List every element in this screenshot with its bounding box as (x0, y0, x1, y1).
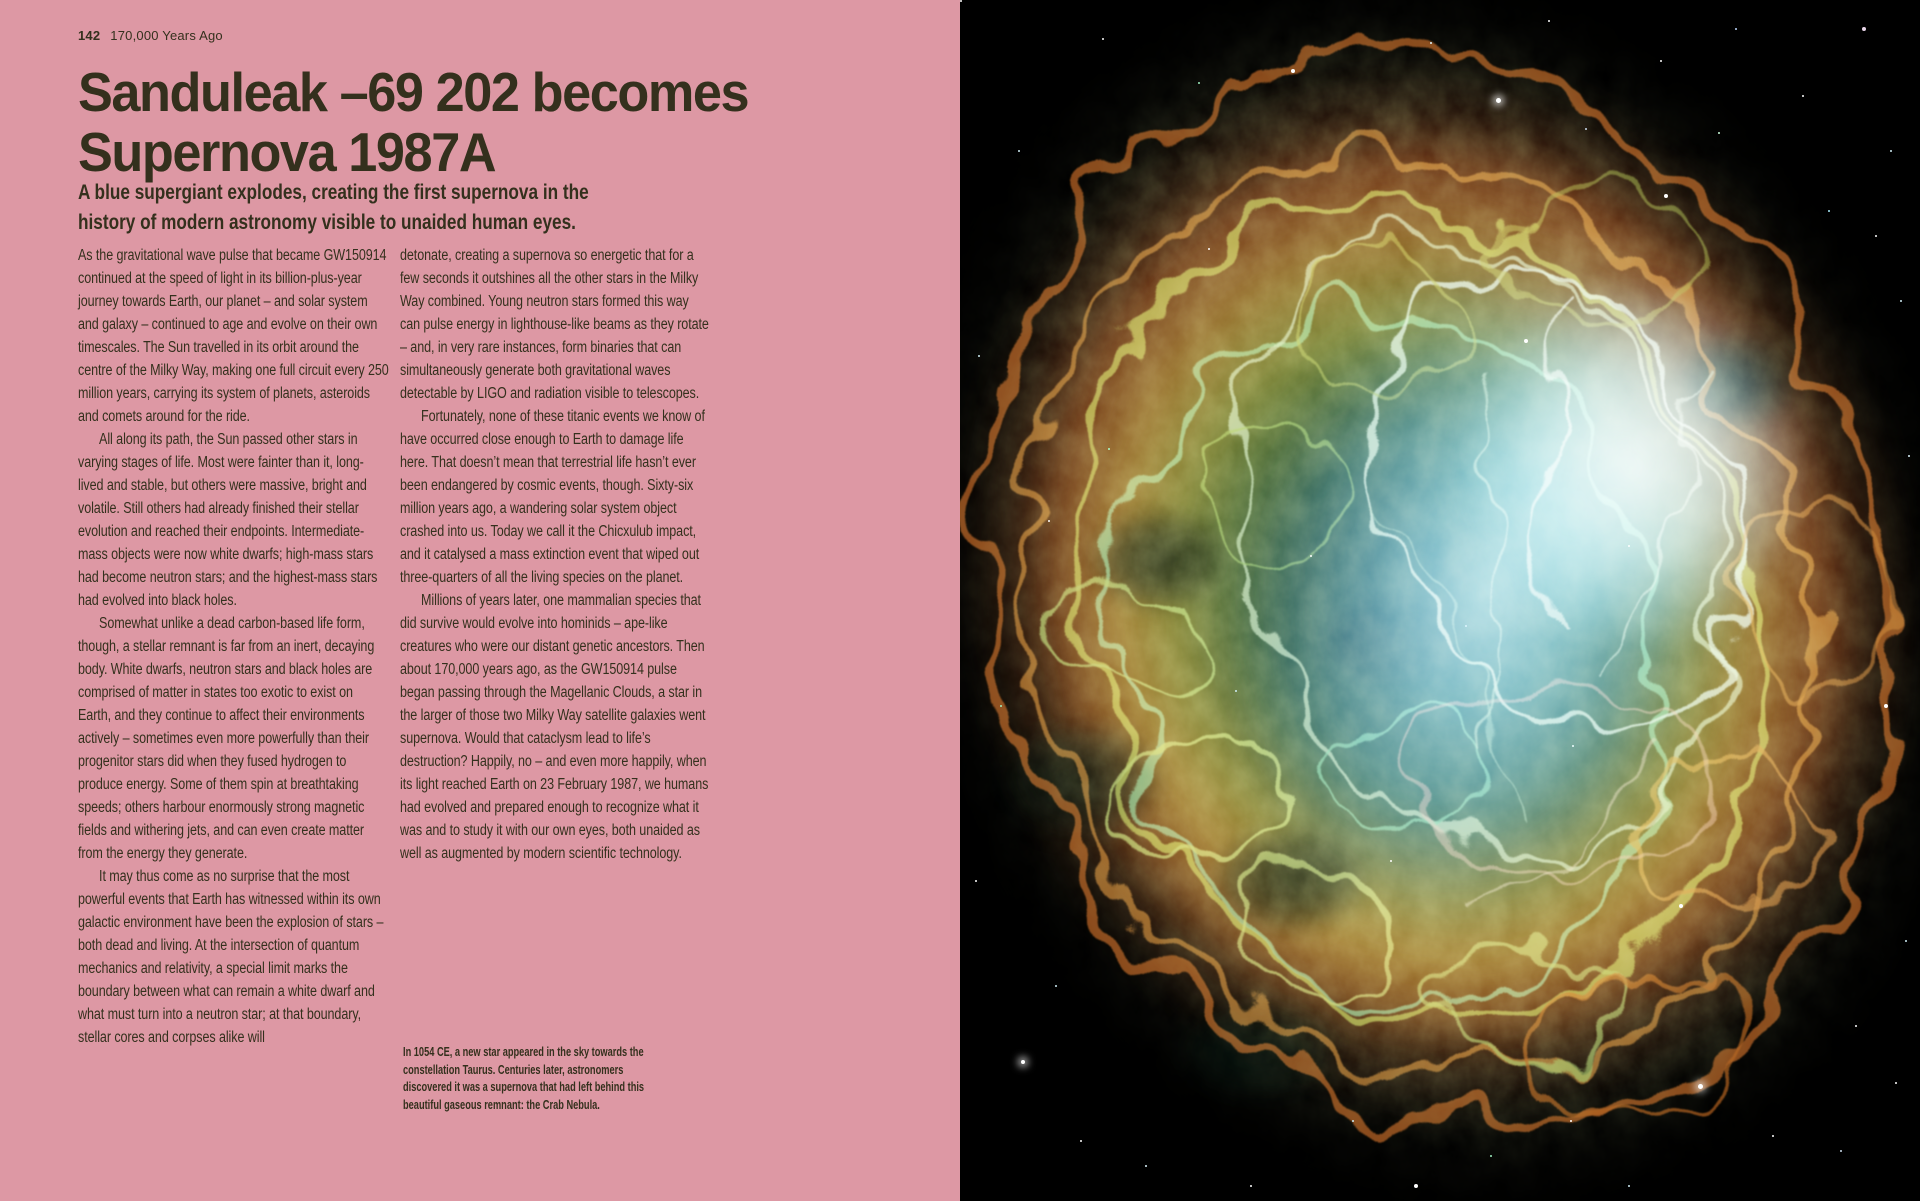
standfirst-line1: A blue supergiant explodes, creating the… (78, 180, 589, 204)
article-title: Sanduleak –69 202 becomes Supernova 1987… (78, 61, 750, 183)
standfirst-line2: history of modern astronomy visible to u… (78, 209, 576, 234)
body-column-2: detonate, creating a supernova so energe… (400, 244, 711, 865)
bright-star (1021, 1060, 1025, 1064)
nebula-filaments (960, 0, 1920, 1201)
paragraph: Millions of years later, one mammalian s… (400, 592, 709, 862)
paragraph: As the gravitational wave pulse that bec… (78, 247, 389, 425)
photo-caption: In 1054 CE, a new star appeared in the s… (403, 1045, 645, 1112)
page-header: 142 170,000 Years Ago (78, 28, 223, 43)
body-column-1: As the gravitational wave pulse that bec… (78, 244, 389, 1049)
star-field (960, 0, 962, 2)
article-title-line1: Sanduleak –69 202 becomes (78, 61, 750, 123)
bright-star (1698, 1084, 1703, 1089)
bright-star (1496, 98, 1501, 103)
left-page: 142 170,000 Years Ago Sanduleak –69 202 b… (0, 0, 960, 1201)
paragraph: Fortunately, none of these titanic event… (400, 408, 705, 586)
paragraph: Somewhat unlike a dead carbon-based life… (78, 615, 375, 862)
paragraph: All along its path, the Sun passed other… (78, 431, 378, 609)
article-title-line2: Supernova 1987A (78, 121, 497, 183)
page-number: 142 (78, 28, 101, 43)
standfirst: A blue supergiant explodes, creating the… (78, 178, 589, 237)
paragraph: detonate, creating a supernova so energe… (400, 247, 709, 402)
crab-nebula-photo (960, 0, 1920, 1201)
running-head: 170,000 Years Ago (110, 28, 223, 43)
paragraph: It may thus come as no surprise that the… (78, 868, 384, 1046)
